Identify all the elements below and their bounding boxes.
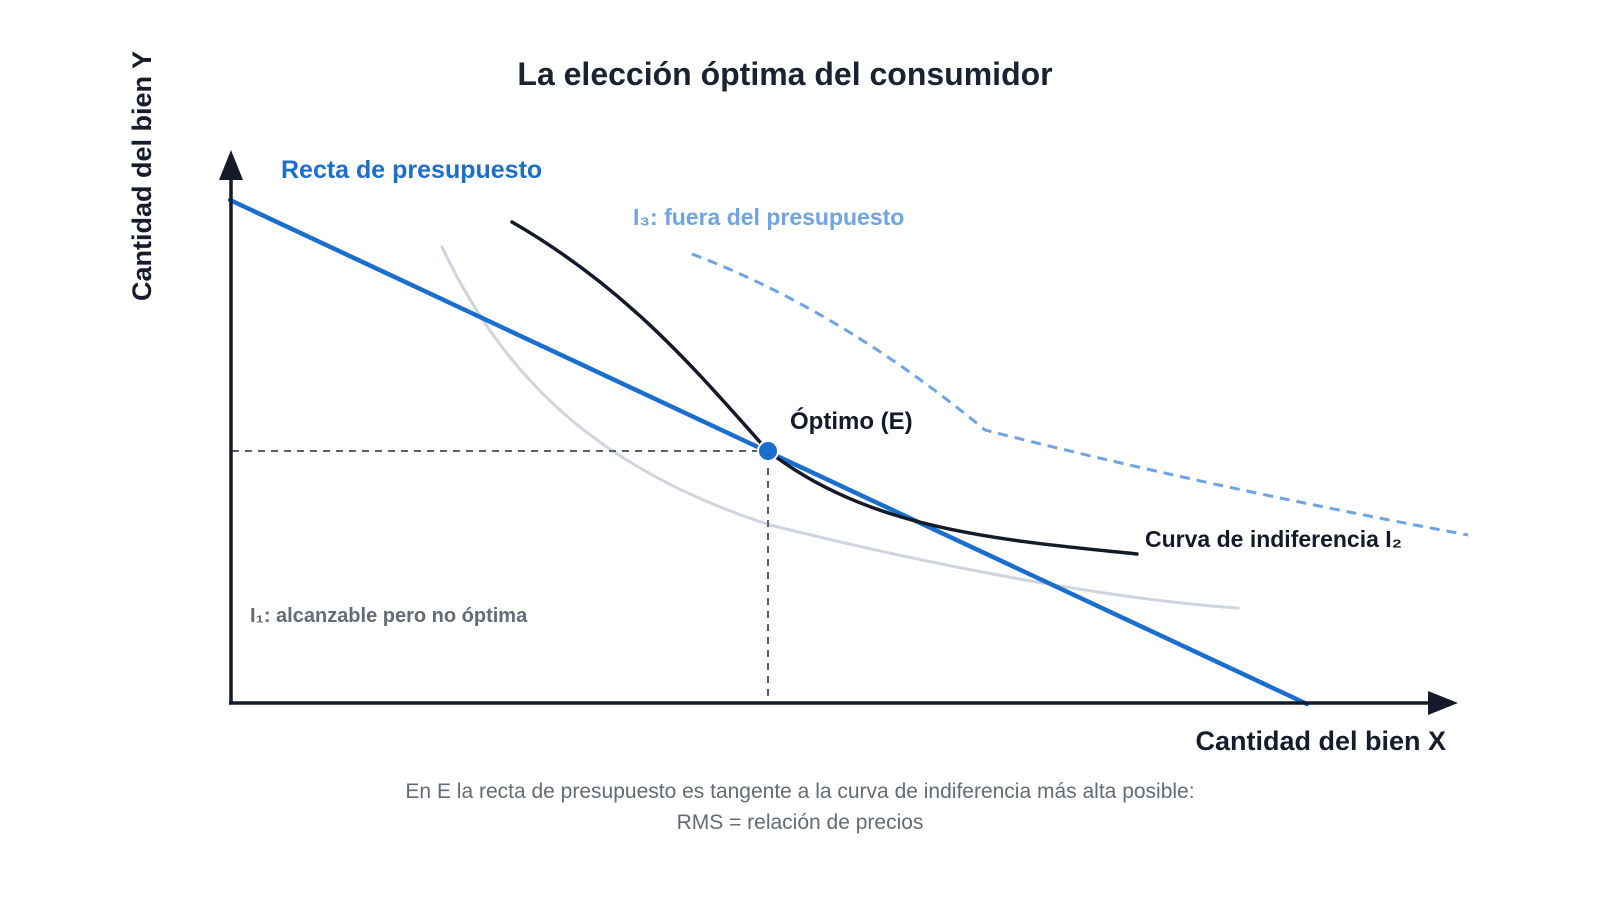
x-axis-arrow xyxy=(1428,691,1458,715)
x-axis-label: Cantidad del bien X xyxy=(1195,726,1446,756)
i2-label: Curva de indiferencia I₂ xyxy=(1145,526,1402,552)
y-axis-label: Cantidad del bien Y xyxy=(127,51,157,301)
indifference-curve-i3 xyxy=(691,252,1469,537)
optimum-point xyxy=(757,440,779,462)
i3-label: I₃: fuera del presupuesto xyxy=(633,204,904,230)
i1-label: I₁: alcanzable pero no óptima xyxy=(250,605,528,627)
caption-line-1: En E la recta de presupuesto es tangente… xyxy=(405,780,1195,803)
caption-line-2: RMS = relación de precios xyxy=(676,811,924,834)
budget-line-label: Recta de presupuesto xyxy=(281,156,542,184)
diagram-title: La elección óptima del consumidor xyxy=(517,56,1052,92)
indifference-curve-i1 xyxy=(440,245,1240,610)
indifference-curve-i2 xyxy=(510,220,1139,556)
optimum-label: Óptimo (E) xyxy=(790,407,913,435)
y-axis-arrow xyxy=(219,150,243,180)
